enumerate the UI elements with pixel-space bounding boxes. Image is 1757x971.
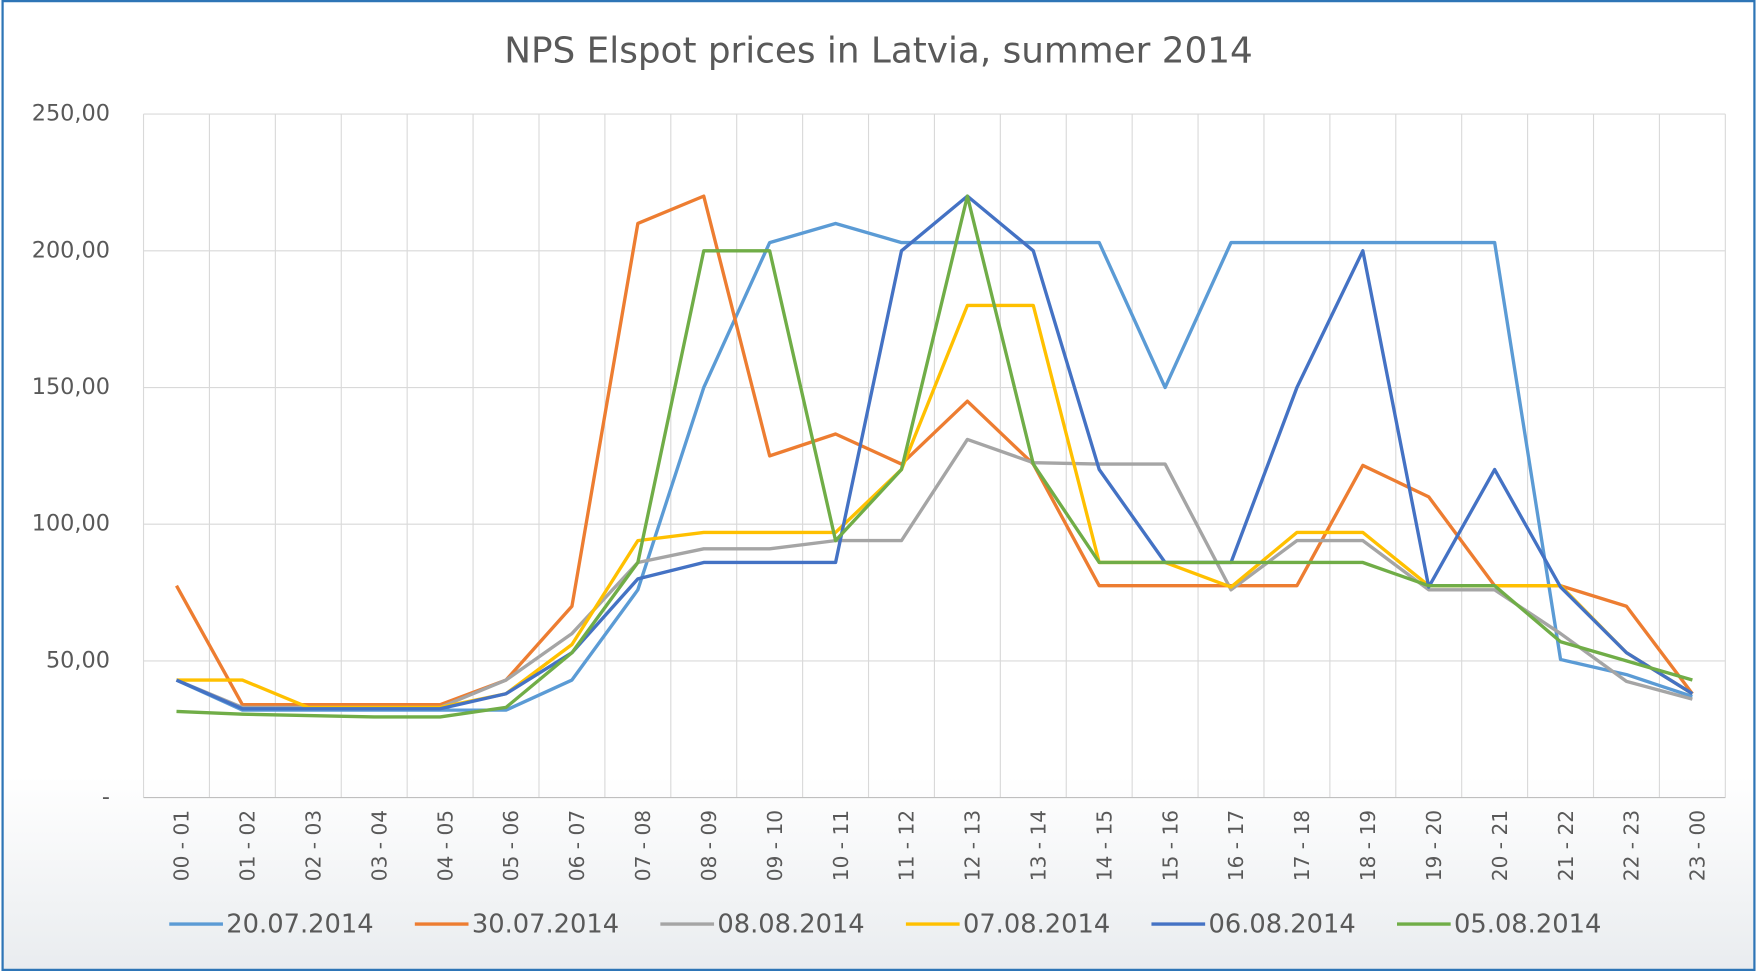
x-tick-label: 12 - 13 xyxy=(961,810,985,881)
x-tick-label: 23 - 00 xyxy=(1686,810,1710,881)
x-tick-label: 05 - 06 xyxy=(499,810,523,881)
x-tick-label: 04 - 05 xyxy=(433,810,457,881)
series-line xyxy=(176,194,1693,719)
x-tick-label: 09 - 10 xyxy=(763,810,787,881)
y-tick-label: - xyxy=(102,784,110,810)
y-tick-label: 200,00 xyxy=(32,237,110,263)
x-tick-label: 18 - 19 xyxy=(1356,810,1380,881)
x-tick-label: 11 - 12 xyxy=(895,810,919,881)
x-tick-label: 16 - 17 xyxy=(1224,810,1248,881)
x-tick-label: 07 - 08 xyxy=(631,810,655,881)
x-tick-label: 13 - 14 xyxy=(1027,810,1051,881)
x-tick-label: 19 - 20 xyxy=(1422,810,1446,881)
x-tick-label: 14 - 15 xyxy=(1092,810,1116,881)
x-tick-label: 22 - 23 xyxy=(1620,810,1644,881)
legend-label: 30.07.2014 xyxy=(472,910,619,940)
x-tick-label: 01 - 02 xyxy=(236,810,260,881)
y-tick-label: 50,00 xyxy=(46,647,110,673)
series-line xyxy=(175,194,1694,707)
x-tick-label: 15 - 16 xyxy=(1158,810,1182,881)
series-line xyxy=(175,194,1694,711)
chart-title: NPS Elspot prices in Latvia, summer 2014 xyxy=(504,31,1253,72)
x-tick-label: 06 - 07 xyxy=(565,810,589,881)
y-tick-label: 150,00 xyxy=(32,374,110,400)
legend-label: 08.08.2014 xyxy=(717,910,864,940)
legend-label: 07.08.2014 xyxy=(963,910,1110,940)
legend-label: 05.08.2014 xyxy=(1454,910,1601,940)
legend-label: 06.08.2014 xyxy=(1209,910,1356,940)
x-tick-label: 21 - 22 xyxy=(1554,810,1578,881)
y-tick-label: 100,00 xyxy=(32,511,110,537)
y-tick-label: 250,00 xyxy=(32,101,110,127)
legend-label: 20.07.2014 xyxy=(226,910,373,940)
x-tick-label: 10 - 11 xyxy=(829,810,853,881)
x-tick-label: 08 - 09 xyxy=(697,810,721,881)
x-tick-label: 00 - 01 xyxy=(170,810,194,881)
x-tick-label: 02 - 03 xyxy=(302,810,326,881)
x-tick-label: 20 - 21 xyxy=(1488,810,1512,881)
x-tick-label: 17 - 18 xyxy=(1290,810,1314,881)
x-tick-label: 03 - 04 xyxy=(367,810,391,881)
